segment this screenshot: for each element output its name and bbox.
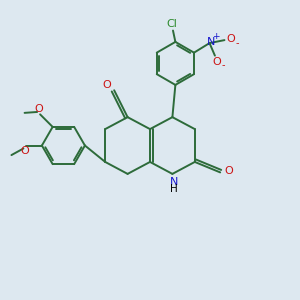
Text: O: O <box>227 34 236 44</box>
Text: O: O <box>34 104 43 114</box>
Text: O: O <box>212 57 221 67</box>
Text: +: + <box>212 32 220 41</box>
Text: -: - <box>235 38 239 48</box>
Text: O: O <box>224 166 233 176</box>
Text: O: O <box>20 146 29 156</box>
Text: O: O <box>102 80 111 90</box>
Text: N: N <box>206 37 215 47</box>
Text: Cl: Cl <box>166 19 177 29</box>
Text: H: H <box>170 184 178 194</box>
Text: -: - <box>221 60 225 70</box>
Text: N: N <box>170 177 178 187</box>
